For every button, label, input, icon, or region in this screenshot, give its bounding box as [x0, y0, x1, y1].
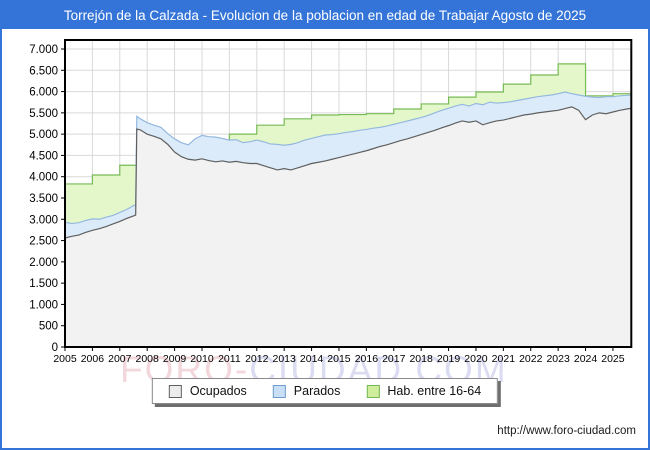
x-tick-label: 2021: [492, 353, 516, 365]
x-tick-label: 2009: [163, 353, 187, 365]
series-area-ocupados: [65, 106, 632, 347]
series-line-parados-apilado-sobre-ocupados-: [64, 91, 632, 225]
x-tick-label: 2008: [136, 353, 160, 365]
y-tick-label: 0: [52, 342, 58, 354]
x-tick-label: 2014: [300, 353, 324, 365]
y-tick-label: 5.000: [29, 129, 58, 141]
axis-ticks: [61, 48, 614, 351]
x-tick-label: 2017: [382, 353, 406, 365]
legend-label-parados: Parados: [293, 384, 341, 398]
legend-item-hab-16-64: Hab. entre 16-64: [366, 384, 481, 398]
x-tick-label: 2006: [81, 353, 105, 365]
chart-title: Torrejón de la Calzada - Evolucion de la…: [63, 8, 587, 23]
x-tick-label: 2007: [108, 353, 132, 365]
legend-swatch-parados: [272, 384, 286, 398]
x-tick-label: 2012: [245, 353, 269, 365]
x-tick-label: 2022: [519, 353, 543, 365]
x-tick-label: 2016: [355, 353, 379, 365]
plot-border: [64, 39, 633, 348]
x-tick-label: 2024: [574, 353, 598, 365]
y-tick-label: 3.000: [29, 214, 58, 226]
y-tick-label: 5.500: [29, 108, 58, 120]
series-line-ocupados: [64, 106, 632, 239]
y-tick-label: 500: [39, 321, 58, 333]
x-tick-label: 2025: [601, 353, 625, 365]
x-tick-label: 2015: [327, 353, 351, 365]
legend-swatch-hab-16-64: [366, 384, 380, 398]
y-tick-label: 3.500: [29, 193, 58, 205]
y-tick-label: 7.000: [29, 44, 58, 56]
chart-legend: Ocupados Parados Hab. entre 16-64: [151, 378, 499, 404]
legend-label-hab-16-64: Hab. entre 16-64: [387, 384, 482, 398]
y-tick-label: 6.000: [29, 87, 58, 99]
x-tick-label: 2020: [464, 353, 488, 365]
y-tick-label: 2.000: [29, 257, 58, 269]
legend-swatch-ocupados: [168, 384, 182, 398]
y-tick-label: 6.500: [29, 65, 58, 77]
x-tick-label: 2018: [409, 353, 433, 365]
y-tick-label: 4.000: [29, 172, 58, 184]
y-tick-label: 1.000: [29, 299, 58, 311]
y-tick-label: 4.500: [29, 150, 58, 162]
foro-ciudad-url: http://www.foro-ciudad.com: [497, 425, 636, 437]
x-axis-labels: 2005 2006 2007 2008 2009 2010 2011 2012 2013 2014…: [53, 353, 624, 365]
y-axis-labels: 0 500 1.000 1.500 2.000 2.500 3.000 3.500 4.000 4…: [29, 44, 58, 354]
x-tick-label: 2013: [272, 353, 296, 365]
x-tick-label: 2023: [546, 353, 570, 365]
x-tick-label: 2005: [53, 353, 77, 365]
legend-label-ocupados: Ocupados: [189, 384, 247, 398]
legend-item-parados: Parados: [272, 384, 341, 398]
y-tick-label: 1.500: [29, 278, 58, 290]
x-tick-label: 2011: [218, 353, 241, 365]
x-tick-label: 2010: [190, 353, 214, 365]
chart-title-bar: Torrejón de la Calzada - Evolucion de la…: [2, 2, 648, 29]
x-tick-label: 2019: [437, 353, 461, 365]
y-tick-label: 2.500: [29, 236, 58, 248]
legend-item-ocupados: Ocupados: [168, 384, 247, 398]
